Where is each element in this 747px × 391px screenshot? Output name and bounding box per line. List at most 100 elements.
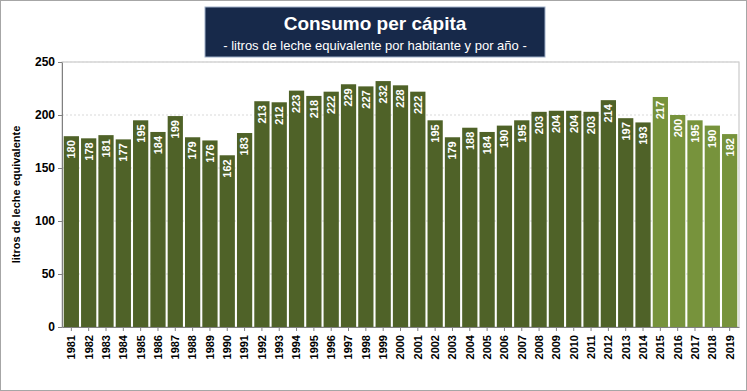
x-tick: 2002 — [429, 327, 441, 359]
x-tick-mark — [417, 327, 418, 331]
x-tick: 1985 — [134, 327, 146, 359]
x-tick-label: 1988 — [186, 335, 198, 359]
data-label: 179 — [446, 141, 458, 159]
x-tick-label: 1991 — [238, 335, 250, 359]
data-label: 199 — [169, 120, 181, 138]
x-tick: 1986 — [152, 327, 164, 359]
data-label: 217 — [654, 101, 666, 119]
x-tick-mark — [694, 327, 695, 331]
y-tick: 50 — [42, 267, 62, 281]
y-tick: 250 — [35, 55, 62, 69]
x-tick-mark — [625, 327, 626, 331]
chart: 0501001502002501981198219831984198519861… — [0, 0, 747, 391]
y-tick-label: 0 — [48, 320, 55, 334]
bar — [116, 139, 131, 327]
x-tick-label: 2006 — [498, 335, 510, 359]
data-label: 228 — [394, 89, 406, 107]
x-tick-mark — [452, 327, 453, 331]
x-tick-label: 1997 — [342, 335, 354, 359]
plot: 0501001502002501981198219831984198519861… — [35, 55, 740, 359]
title: Consumo per cápita — [284, 13, 467, 34]
x-tick-mark — [261, 327, 262, 331]
data-labels: 1801781811771951841991791761621832132122… — [65, 85, 735, 178]
x-tick-label: 2019 — [723, 335, 735, 359]
x-tick-mark — [643, 327, 644, 331]
y-tick-label: 100 — [35, 214, 55, 228]
x-tick-mark — [123, 327, 124, 331]
bar — [618, 118, 633, 327]
x-tick-mark — [175, 327, 176, 331]
data-label: 162 — [221, 159, 233, 177]
bar — [220, 155, 235, 327]
x-tick: 1983 — [100, 327, 112, 359]
x-tick-label: 1998 — [360, 335, 372, 359]
bar — [445, 137, 460, 327]
x-tick: 2009 — [550, 327, 562, 359]
data-label: 181 — [100, 139, 112, 157]
y-tick-label: 150 — [35, 161, 55, 175]
bar — [64, 136, 79, 327]
x-tick-mark — [348, 327, 349, 331]
bar — [705, 126, 720, 327]
x-tick: 2001 — [412, 327, 424, 359]
bar — [324, 92, 339, 327]
bar — [583, 112, 598, 327]
bar — [497, 126, 512, 327]
data-label: 213 — [256, 105, 268, 123]
bar — [306, 96, 321, 327]
bar — [376, 81, 391, 327]
grid — [62, 62, 739, 327]
x-tick-label: 2009 — [550, 335, 562, 359]
data-label: 179 — [186, 141, 198, 159]
x-tick: 1995 — [308, 327, 320, 359]
x-tick-mark — [539, 327, 540, 331]
x-tick: 2010 — [568, 327, 580, 359]
x-tick-mark — [608, 327, 609, 331]
x-tick-mark — [591, 327, 592, 331]
x-tick-label: 2014 — [637, 334, 649, 359]
data-label: 195 — [689, 124, 701, 142]
x-tick-mark — [487, 327, 488, 331]
data-label: 222 — [412, 96, 424, 114]
x-tick: 1981 — [65, 327, 77, 359]
x-tick-mark — [227, 327, 228, 331]
data-label: 182 — [723, 138, 735, 156]
data-label: 222 — [325, 96, 337, 114]
x-tick: 2004 — [464, 327, 476, 359]
bar — [410, 92, 425, 327]
x-tick-label: 1995 — [308, 335, 320, 359]
bar — [462, 128, 477, 327]
x-tick-label: 1990 — [221, 335, 233, 359]
data-label: 190 — [706, 130, 718, 148]
bar — [237, 133, 252, 327]
x-tick-label: 2013 — [620, 335, 632, 359]
data-label: 180 — [65, 140, 77, 158]
y-tick-mark — [58, 62, 62, 63]
x-tick-mark — [729, 327, 730, 331]
x-tick-mark — [400, 327, 401, 331]
x-tick-label: 2015 — [654, 335, 666, 359]
data-label: 212 — [273, 106, 285, 124]
x-tick: 2000 — [394, 327, 406, 359]
data-label: 190 — [498, 130, 510, 148]
data-label: 200 — [672, 119, 684, 137]
bar — [670, 115, 685, 327]
bar — [428, 120, 443, 327]
x-tick: 2017 — [689, 327, 701, 359]
x-tick-label: 1992 — [256, 335, 268, 359]
x-tick-mark — [435, 327, 436, 331]
x-tick-label: 1987 — [169, 335, 181, 359]
x-tick-mark — [313, 327, 314, 331]
x-axis: 1981198219831984198519861987198819891990… — [63, 327, 740, 359]
y-tick-mark — [58, 327, 62, 328]
x-tick-mark — [521, 327, 522, 331]
bar — [566, 111, 581, 327]
y-tick-mark — [58, 168, 62, 169]
bar — [185, 137, 200, 327]
x-tick-label: 2018 — [706, 335, 718, 359]
x-tick-label: 2005 — [481, 335, 493, 359]
x-tick-label: 2016 — [672, 335, 684, 359]
x-tick-label: 2017 — [689, 335, 701, 359]
y-tick-mark — [58, 274, 62, 275]
x-tick-mark — [383, 327, 384, 331]
